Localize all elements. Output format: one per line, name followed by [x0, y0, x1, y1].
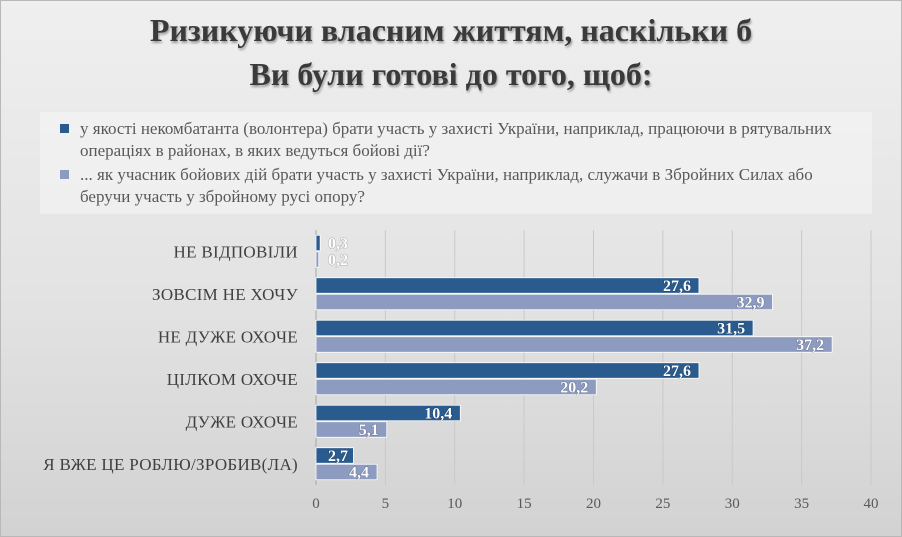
- bar-series-2-2: [315, 336, 833, 353]
- bar-series-1-2: [315, 319, 754, 337]
- bar-series-2-3: [315, 378, 597, 396]
- data-label-series-2-0: 0,2: [328, 252, 348, 269]
- x-tick-label-0: 0: [312, 496, 320, 512]
- bar-series-1-1: [315, 277, 700, 294]
- bar-series-1-4: [315, 404, 461, 422]
- bar-series-1-3: [315, 362, 700, 379]
- x-tick-label-30: 30: [725, 496, 740, 512]
- data-label-series-1-1: 27,6: [663, 278, 691, 295]
- data-label-series-2-2: 37,2: [796, 337, 824, 354]
- x-tick-label-35: 35: [794, 496, 809, 512]
- data-label-series-2-5: 4,4: [349, 464, 369, 481]
- data-label-series-1-3: 27,6: [663, 363, 691, 380]
- chart-title: Ризикуючи власним життям, наскільки б Ви…: [0, 8, 902, 96]
- legend-swatch-series-1: [60, 124, 69, 133]
- category-label-2: НЕ ДУЖЕ ОХОЧЕ: [158, 327, 298, 346]
- x-tick-label-25: 25: [655, 496, 670, 512]
- data-label-series-2-3: 20,2: [560, 379, 588, 396]
- data-label-series-2-4: 5,1: [359, 422, 379, 439]
- legend-item-series-1: у якості некомбатанта (волонтера) брати …: [60, 118, 860, 162]
- category-label-1: ЗОВСІМ НЕ ХОЧУ: [152, 285, 299, 304]
- legend-swatch-series-2: [60, 170, 69, 179]
- data-label-series-1-0: 0,3: [328, 235, 348, 252]
- category-label-3: ЦІЛКОМ ОХОЧЕ: [167, 370, 298, 389]
- legend-item-series-2: ... як учасник бойових дій брати участь …: [60, 164, 860, 208]
- x-tick-label-15: 15: [517, 496, 532, 512]
- category-label-5: Я ВЖЕ ЦЕ РОБЛЮ/ЗРОБИВ(ЛА): [43, 455, 298, 474]
- chart-title-line-2: Ви були готові до того, щоб:: [249, 56, 653, 92]
- x-tick-label-20: 20: [586, 496, 601, 512]
- data-label-series-2-1: 32,9: [736, 294, 764, 311]
- category-label-0: НЕ ВІДПОВІЛИ: [174, 242, 298, 261]
- chart-legend: у якості некомбатанта (волонтера) брати …: [40, 112, 872, 214]
- legend-label-series-2: ... як учасник бойових дій брати участь …: [80, 165, 813, 206]
- legend-label-series-1: у якості некомбатанта (волонтера) брати …: [80, 119, 832, 160]
- chart-title-line-1: Ризикуючи власним життям, наскільки б: [149, 12, 753, 48]
- x-tick-label-10: 10: [447, 496, 462, 512]
- data-label-series-1-5: 2,7: [328, 448, 348, 465]
- bar-series-2-0: [315, 251, 320, 268]
- data-label-series-1-4: 10,4: [424, 405, 452, 422]
- bar-series-2-5: [315, 463, 378, 481]
- data-label-series-1-2: 31,5: [717, 320, 745, 337]
- bar-series-2-1: [315, 293, 773, 311]
- x-tick-label-5: 5: [382, 496, 390, 512]
- x-tick-label-40: 40: [864, 496, 879, 512]
- bar-series-1-0: [315, 234, 321, 252]
- category-label-4: ДУЖЕ ОХОЧЕ: [186, 412, 298, 431]
- bar-series-2-4: [315, 421, 388, 438]
- bar-series-1-5: [315, 447, 354, 464]
